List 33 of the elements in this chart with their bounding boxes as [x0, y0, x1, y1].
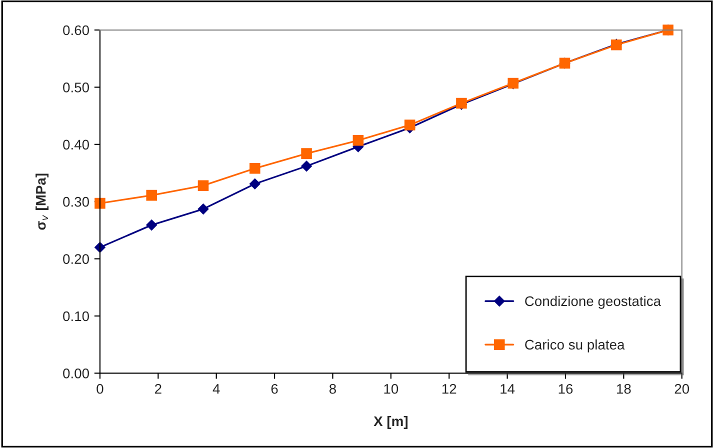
x-tick-label: 14: [500, 384, 515, 394]
x-tick-label: 16: [558, 384, 573, 394]
y-tick-label: 0.50: [63, 82, 90, 92]
y-axis-title: σ$_{v}$ [MPa]: [36, 174, 49, 230]
x-tick-label: 8: [329, 384, 336, 394]
point: [404, 120, 416, 130]
point: [301, 148, 312, 159]
x-tick-label: 6: [271, 384, 278, 394]
point: [249, 178, 260, 190]
y-tick-label: 0.00: [63, 368, 90, 378]
point: [146, 220, 158, 230]
x-tick-label: 20: [674, 384, 690, 394]
x-tick-label: 10: [384, 384, 398, 394]
y-tick-label: 0.20: [63, 254, 90, 264]
y-tick-label: 0.10: [63, 311, 90, 322]
legend-label: Condizione geostatica: [525, 296, 662, 309]
y-tick-label: 0.30: [63, 196, 90, 207]
x-tick-label: 4: [212, 384, 220, 394]
x-tick-label: 18: [617, 384, 631, 394]
point: [198, 180, 209, 191]
y-tick-label: 0.60: [63, 25, 90, 36]
x-tick-label: 0: [96, 384, 104, 394]
x-axis-title: X [m]: [374, 416, 408, 429]
x-tick-label: 2: [154, 384, 162, 394]
y-tick-label: 0.40: [63, 140, 90, 150]
legend-label: Carico su platea: [525, 339, 625, 352]
point: [301, 160, 312, 172]
x-tick-label: 12: [442, 384, 456, 394]
point: [146, 190, 157, 201]
point: [352, 135, 364, 146]
point: [198, 204, 209, 214]
point: [250, 163, 260, 174]
point: [94, 198, 106, 209]
